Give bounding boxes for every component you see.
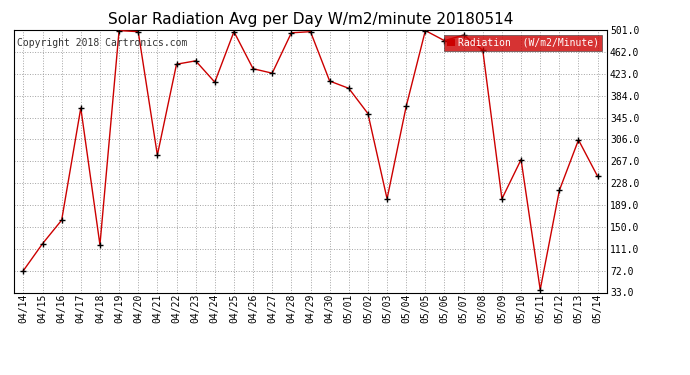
Legend: Radiation  (W/m2/Minute): Radiation (W/m2/Minute) <box>444 35 602 51</box>
Title: Solar Radiation Avg per Day W/m2/minute 20180514: Solar Radiation Avg per Day W/m2/minute … <box>108 12 513 27</box>
Text: Copyright 2018 Cartronics.com: Copyright 2018 Cartronics.com <box>17 38 187 48</box>
